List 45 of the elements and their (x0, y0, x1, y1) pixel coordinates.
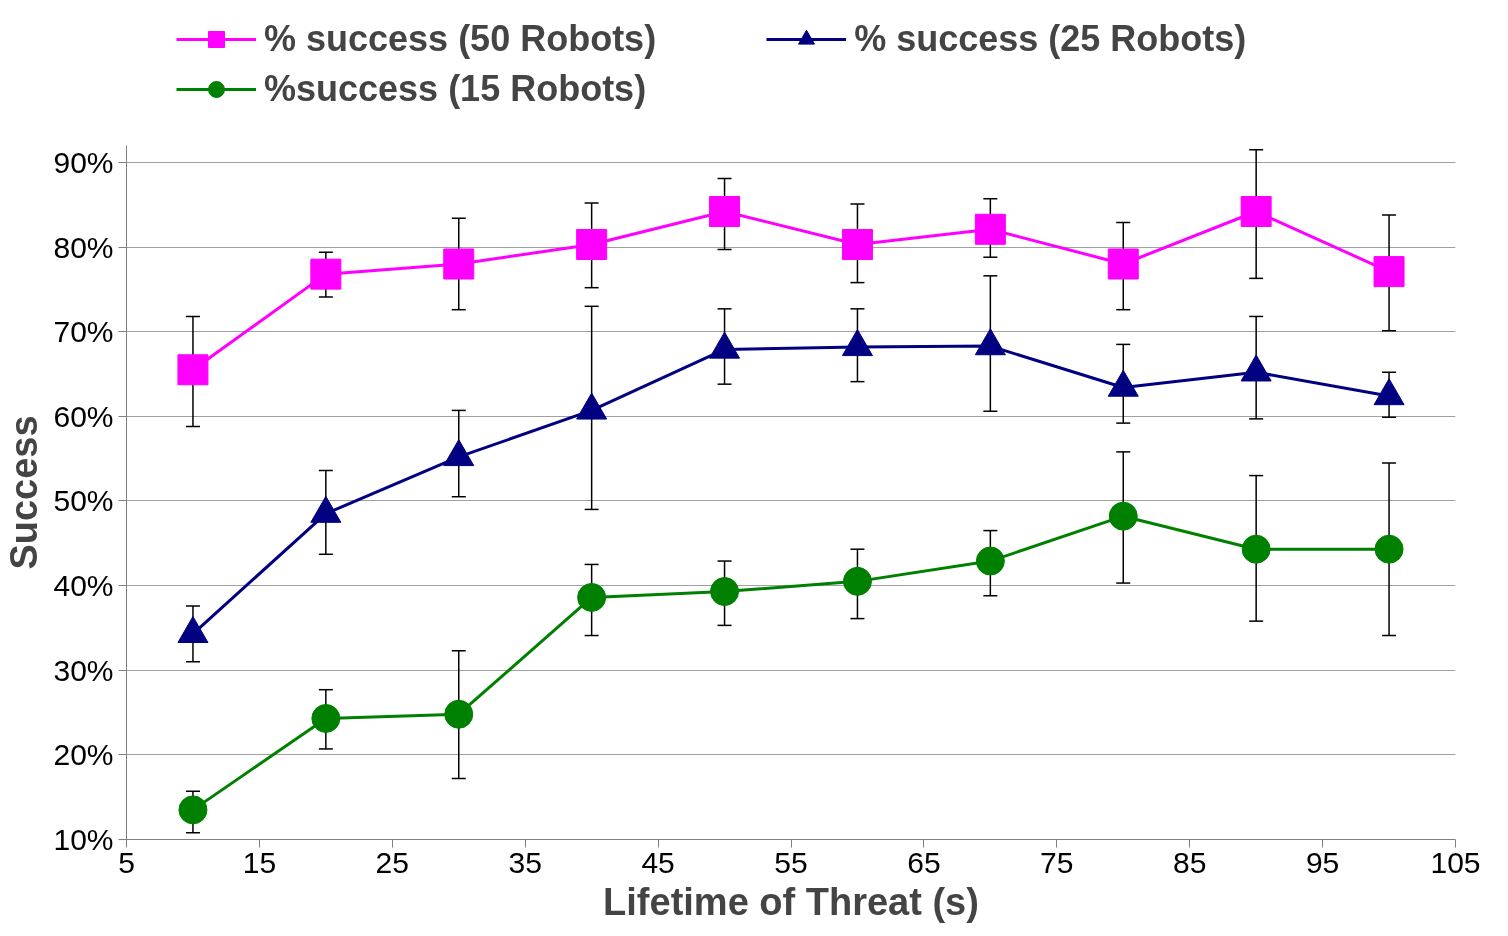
x-tick-label: 55 (774, 845, 808, 879)
y-tick-label: 80% (53, 230, 114, 264)
point (1374, 534, 1404, 564)
y-tick-label: 90% (53, 145, 114, 179)
x-tick-label: 65 (907, 845, 941, 879)
x-tick-label: 35 (508, 845, 542, 879)
y-tick-label: 50% (53, 484, 114, 518)
x-tick-label: 75 (1040, 845, 1074, 879)
legend-label: % success (50 Robots) (264, 18, 657, 60)
x-tick-label: 5 (118, 845, 135, 879)
x-axis-title: Lifetime of Threat (s) (603, 880, 979, 923)
x-tick-label: 25 (375, 845, 409, 879)
point (710, 577, 740, 606)
point (577, 582, 607, 612)
point (842, 566, 872, 596)
x-tick-label: 95 (1305, 845, 1340, 879)
x-tick-label: 45 (641, 845, 675, 879)
y-tick-label: 30% (53, 653, 114, 687)
y-tick-label: 10% (53, 823, 114, 856)
y-tick-label: 60% (53, 399, 114, 433)
y-tick-label: 20% (53, 738, 114, 772)
point (576, 229, 608, 261)
point (709, 196, 741, 228)
point (311, 704, 341, 733)
point (1108, 501, 1138, 531)
y-axis-title: Success (3, 415, 46, 570)
point (841, 229, 873, 261)
y-tick-label: 40% (53, 569, 114, 603)
point (1373, 256, 1405, 288)
x-tick-label: 85 (1173, 845, 1207, 879)
point (443, 248, 475, 280)
y-tick-label: 70% (53, 315, 114, 349)
x-tick-label: 105 (1430, 845, 1481, 879)
point (975, 546, 1005, 576)
point (178, 795, 208, 825)
point (1240, 196, 1272, 228)
x-tick-label: 15 (242, 845, 277, 879)
point (310, 258, 342, 290)
point (974, 213, 1006, 245)
point (444, 699, 474, 729)
point (1107, 248, 1139, 280)
legend-label: %success (15 Robots) (264, 68, 647, 110)
point (1241, 534, 1271, 564)
point (177, 354, 209, 386)
legend-label: % success (25 Robots) (854, 18, 1247, 60)
